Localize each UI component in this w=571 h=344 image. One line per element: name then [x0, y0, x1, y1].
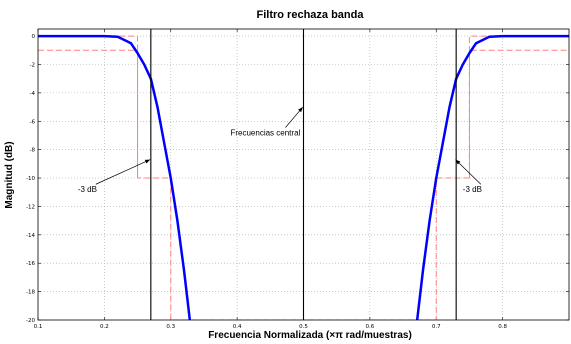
- x-tick-label: 0.2: [100, 324, 109, 330]
- plot-frame: [37, 28, 570, 321]
- annotation-arrow-head: [144, 159, 151, 164]
- y-tick-label: -10: [26, 176, 35, 182]
- annotation-arrow-head: [455, 159, 461, 165]
- y-tick-label: -4: [30, 91, 36, 97]
- annotation-arrow-head: [298, 107, 303, 113]
- annotation-arrow-line: [455, 159, 482, 185]
- x-tick-label: 0.8: [498, 324, 507, 330]
- y-tick-label: 0: [32, 34, 36, 40]
- annotation-label: Frecuencias central: [230, 128, 300, 137]
- x-tick-label: 0.1: [34, 324, 43, 330]
- plot-area: 0.1 0.2 0.3 0.4 0.5 0.6 0.7 0.8 0 -2 -4 -6 -8 -10 -12 -…: [26, 28, 570, 330]
- data-layer: [38, 29, 569, 320]
- y-tick-label: -20: [26, 318, 35, 324]
- spec-mask-line: [38, 35, 139, 179]
- annotation-label: -3 dB: [463, 185, 482, 194]
- x-axis-label: Frecuencia Normalizada (×π rad/muestras): [208, 330, 412, 341]
- y-tick-label: -12: [26, 204, 35, 210]
- y-tick-label: -8: [30, 148, 36, 154]
- chart-title: Filtro rechaza banda: [257, 9, 365, 21]
- y-tick-label: -18: [26, 290, 35, 296]
- y-axis-label: Magnitud (dB): [4, 141, 15, 208]
- annotation-label: -3 dB: [78, 185, 97, 194]
- x-tick-label: 0.3: [166, 324, 175, 330]
- y-tick-label: -6: [30, 119, 36, 125]
- response-curve-line: [38, 34, 569, 320]
- y-tick-label: -16: [26, 261, 35, 267]
- annotation-arrow-line: [95, 159, 151, 185]
- x-tick-label: 0.4: [233, 324, 242, 330]
- x-tick-label: 0.7: [432, 324, 441, 330]
- x-tick-label: 0.6: [366, 324, 375, 330]
- spec-mask-line: [38, 49, 569, 320]
- x-tick-label: 0.5: [299, 324, 308, 330]
- y-tick-label: -2: [30, 62, 35, 68]
- y-tick-label: -14: [26, 233, 35, 239]
